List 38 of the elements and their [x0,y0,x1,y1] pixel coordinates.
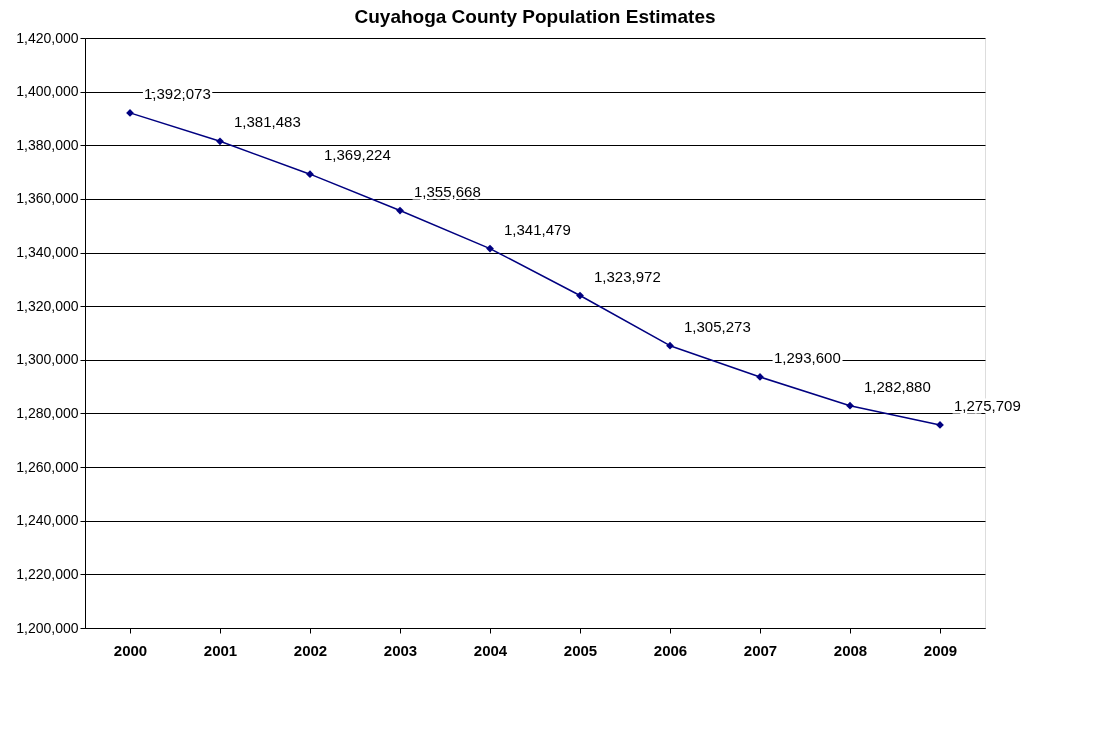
y-tick-label: 1,260,000 [16,458,79,475]
x-tick-label: 2005 [563,641,598,659]
data-label: 1,323,972 [594,267,661,285]
data-label: 1,369,224 [324,146,391,164]
data-label: 1,305,273 [684,317,751,335]
x-tick-label: 2002 [293,641,328,659]
y-tick-label: 1,320,000 [16,297,79,314]
y-tick-label: 1,200,000 [16,619,79,636]
y-tick-label: 1,420,000 [16,29,79,46]
chart-title: Cuyahoga County Population Estimates [354,6,716,27]
point [396,206,404,215]
y-tick-label: 1,340,000 [16,244,79,261]
y-tick-label: 1,220,000 [16,565,79,582]
x-tick-label: 2004 [473,641,508,659]
data-label: 1,381,483 [234,113,301,131]
y-tick-label: 1,300,000 [16,351,79,368]
x-tick-label: 2000 [113,641,148,659]
point [486,244,494,253]
y-tick-label: 1,400,000 [16,83,79,100]
y-tick-label: 1,380,000 [16,136,79,153]
x-tick-label: 2008 [833,641,868,659]
point [306,170,314,179]
data-label: 1,282,880 [864,377,931,395]
point [666,341,674,350]
point [216,137,224,146]
y-tick-label: 1,240,000 [16,512,79,529]
x-tick-label: 2007 [743,641,778,659]
x-tick-label: 2001 [203,641,238,659]
point [576,291,584,300]
y-tick-label: 1,280,000 [16,404,79,421]
data-label: 1,275,709 [954,396,1021,414]
data-label: 1,341,479 [504,220,571,238]
x-tick-label: 2006 [653,641,688,659]
point [846,401,854,410]
x-tick-label: 2003 [383,641,418,659]
y-tick-label: 1,360,000 [16,190,79,207]
data-label: 1,355,668 [414,182,481,200]
x-tick-label: 2009 [923,641,958,659]
